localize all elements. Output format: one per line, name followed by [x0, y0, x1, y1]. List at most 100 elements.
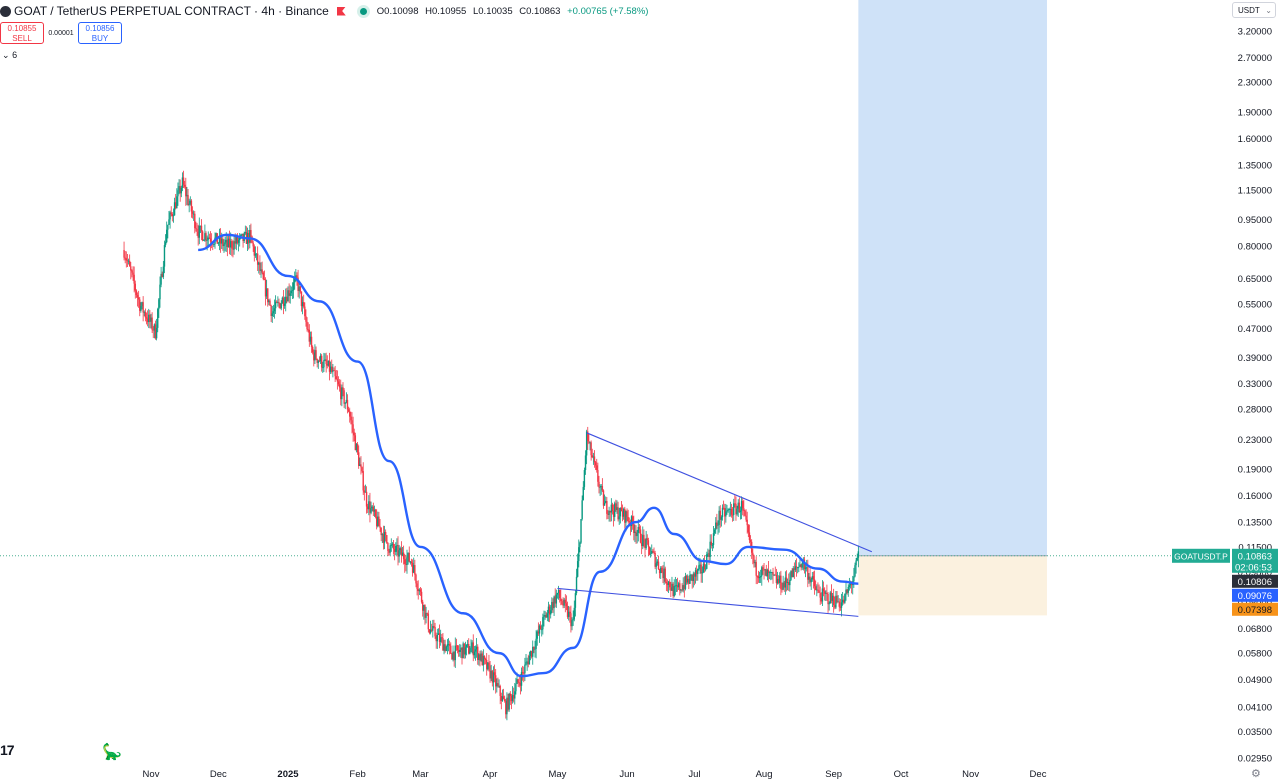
candle-body	[185, 186, 187, 197]
candle-body	[290, 290, 293, 294]
candle-body	[660, 567, 662, 574]
candle-body	[489, 665, 491, 679]
candle-body	[781, 589, 783, 590]
candle-body	[462, 643, 464, 659]
time-tick-label: Jun	[619, 769, 634, 780]
price-tick-label: 2.70000	[1238, 53, 1272, 64]
candle-body	[400, 548, 403, 556]
candle-body	[767, 569, 770, 573]
candle-body	[590, 442, 592, 456]
candle-body	[658, 569, 661, 574]
spread-value: 0.00001	[48, 29, 74, 37]
candle-body	[459, 649, 461, 652]
candle-body	[414, 565, 416, 575]
candle-body	[700, 564, 702, 574]
candle-body	[195, 228, 197, 229]
candle-body	[286, 296, 288, 302]
dinosaur-icon[interactable]: 🦕	[102, 744, 122, 761]
candle-body	[313, 352, 315, 361]
candle-body	[784, 577, 787, 588]
candle-body	[393, 549, 396, 552]
candle-body	[274, 301, 277, 309]
flag-icon[interactable]	[336, 6, 346, 16]
candle-body	[402, 552, 405, 560]
candle-body	[847, 587, 849, 593]
price-tick-label: 1.60000	[1238, 134, 1272, 145]
candle-body	[608, 510, 610, 515]
candle-body	[252, 242, 254, 247]
coin-icon	[0, 5, 11, 17]
candle-body	[505, 700, 507, 715]
candle-body	[200, 225, 203, 232]
indicators-toggle[interactable]: ⌄ 6	[2, 50, 17, 61]
price-label-value: 0.10806	[1238, 577, 1272, 588]
candle-body	[172, 215, 175, 217]
candle-body	[395, 546, 397, 552]
time-axis[interactable]: Nov Dec 2025 Feb Mar Apr May Jun Jul Aug Sep Oct Nov…	[143, 769, 1047, 780]
price-tick-label: 0.33000	[1238, 379, 1272, 390]
candle-body	[620, 507, 623, 512]
candle-body	[228, 238, 231, 248]
candle-body	[615, 503, 617, 510]
candle-body	[439, 637, 442, 642]
price-axis[interactable]: 3.20000 2.70000 2.30000 1.90000 1.60000 1.350…	[1230, 0, 1280, 783]
candle-body	[775, 574, 778, 584]
candle-body	[526, 661, 528, 663]
candle-body	[441, 637, 443, 639]
moving-average-line	[198, 233, 859, 678]
candle-body	[231, 241, 233, 249]
candle-body	[451, 653, 453, 660]
candle-body	[419, 589, 422, 592]
candle-body	[521, 672, 524, 673]
candle-body	[302, 302, 305, 307]
candle-body	[765, 569, 767, 577]
candle-body	[654, 553, 656, 567]
candle-body	[142, 302, 144, 313]
candle-body	[672, 583, 674, 597]
candle-body	[813, 579, 816, 587]
candle-body	[268, 300, 270, 303]
candle-body	[698, 565, 700, 569]
candle-body	[548, 606, 551, 615]
candle-body	[337, 381, 340, 385]
candle-body	[382, 534, 385, 543]
candle-body	[176, 196, 178, 209]
candle-body	[137, 297, 140, 300]
candle-body	[350, 416, 352, 421]
candle-body	[695, 570, 698, 575]
trendlines[interactable]	[557, 432, 873, 617]
candle-body	[562, 604, 564, 606]
buy-button[interactable]: 0.10856 BUY	[78, 22, 122, 44]
candle-body	[838, 601, 840, 607]
candle-body	[373, 509, 376, 512]
candle-body	[179, 186, 181, 194]
candle-body	[584, 455, 587, 471]
candle-body	[374, 509, 377, 517]
gear-icon[interactable]: ⚙	[1251, 768, 1261, 780]
candle-body	[349, 411, 351, 417]
candle-body	[386, 535, 388, 543]
sell-button[interactable]: 0.10855 SELL	[0, 22, 44, 44]
candle-body	[359, 464, 361, 466]
candle-body	[563, 599, 565, 606]
candle-body	[366, 506, 369, 510]
candle-body	[675, 585, 678, 587]
candle-body	[510, 696, 513, 702]
candle-body	[829, 592, 831, 604]
currency-select[interactable]: USDT ⌄	[1232, 2, 1276, 18]
candle-body	[801, 563, 803, 568]
candle-body	[153, 324, 156, 331]
candle-body	[747, 525, 750, 533]
candle-body	[754, 561, 756, 564]
tradingview-logo[interactable]: 17	[0, 742, 15, 758]
candle-body	[320, 355, 323, 368]
candle-body	[748, 532, 751, 541]
candle-body	[208, 237, 211, 239]
candle-body	[561, 601, 563, 605]
symbol-title[interactable]: GOAT / TetherUS PERPETUAL CONTRACT · 4h …	[14, 4, 329, 18]
candle-body	[271, 313, 273, 317]
position-zones	[858, 0, 1047, 616]
candle-body	[380, 527, 382, 536]
candle-body	[578, 547, 580, 562]
